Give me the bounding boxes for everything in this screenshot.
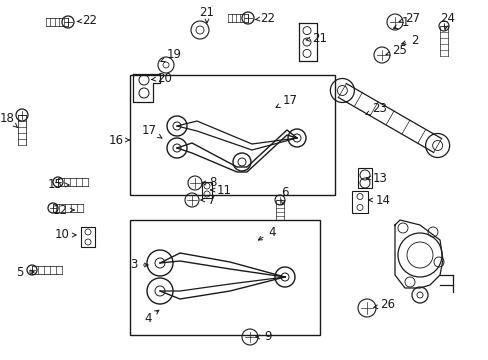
Text: 1: 1 <box>393 17 408 30</box>
Text: 22: 22 <box>77 13 97 27</box>
Text: 15: 15 <box>47 179 69 192</box>
Text: 9: 9 <box>255 330 271 343</box>
Text: 21: 21 <box>199 5 214 23</box>
Text: 16: 16 <box>108 134 129 147</box>
Text: 2: 2 <box>401 33 418 46</box>
Text: 7: 7 <box>201 194 215 207</box>
Text: 10: 10 <box>55 229 76 242</box>
Text: 4: 4 <box>258 225 275 240</box>
Text: 20: 20 <box>151 72 172 85</box>
Text: 17: 17 <box>275 94 297 108</box>
Bar <box>357 168 371 188</box>
Text: 12: 12 <box>52 203 74 216</box>
Text: 13: 13 <box>366 171 386 184</box>
Bar <box>202 182 212 198</box>
Text: 19: 19 <box>161 49 181 62</box>
Text: 26: 26 <box>373 298 395 311</box>
Text: 17: 17 <box>141 123 162 138</box>
Text: 6: 6 <box>281 186 288 205</box>
Text: 22: 22 <box>254 12 275 24</box>
Bar <box>351 191 367 213</box>
Text: 14: 14 <box>368 194 390 207</box>
Bar <box>130 220 319 335</box>
Text: 8: 8 <box>202 176 216 189</box>
Text: 24: 24 <box>440 12 454 30</box>
Text: 18: 18 <box>0 112 18 127</box>
Bar <box>81 227 95 247</box>
Text: 23: 23 <box>365 102 386 114</box>
Text: 5: 5 <box>16 266 34 279</box>
Text: 4: 4 <box>144 310 159 324</box>
Text: 21: 21 <box>305 31 327 45</box>
Text: 3: 3 <box>130 258 148 271</box>
Bar <box>130 75 334 195</box>
Text: 11: 11 <box>210 184 231 197</box>
Text: 27: 27 <box>398 12 420 24</box>
Text: 25: 25 <box>385 44 407 57</box>
